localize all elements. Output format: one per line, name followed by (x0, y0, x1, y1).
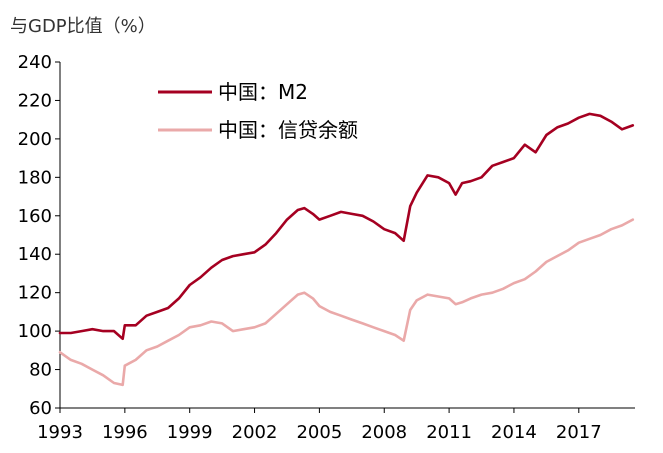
x-tick-label: 2005 (296, 422, 342, 443)
x-tick-label: 2017 (556, 422, 602, 443)
y-tick-label: 160 (18, 206, 52, 227)
x-tick-label: 1993 (37, 422, 83, 443)
y-tick-label: 100 (18, 321, 52, 342)
x-tick-label: 2014 (491, 422, 537, 443)
legend-label-2: 中国：信贷余额 (218, 118, 358, 142)
x-tick-label: 1999 (167, 422, 213, 443)
series-lines (58, 112, 635, 387)
y-tick-label: 60 (29, 398, 52, 419)
y-tick-label: 200 (18, 129, 52, 150)
x-tick-label: 2008 (361, 422, 407, 443)
x-tick-label: 1996 (102, 422, 148, 443)
series-line-1 (58, 112, 635, 341)
y-tick-label: 220 (18, 90, 52, 111)
y-tick-label: 120 (18, 283, 52, 304)
y-tick-label: 180 (18, 167, 52, 188)
legend: 中国：M2 中国：信贷余额 (158, 80, 358, 142)
axes: 60 80 100 120 140 160 180 200 220 240 1993 1996 1999… (18, 52, 635, 443)
y-axis-label: 与GDP比值（%） (10, 16, 156, 37)
y-tick-label: 140 (18, 244, 52, 265)
y-tick-label: 80 (29, 360, 52, 381)
y-tick-label: 240 (18, 52, 52, 73)
legend-label-1: 中国：M2 (218, 80, 308, 104)
x-tick-label: 2002 (232, 422, 278, 443)
x-tick-label: 2011 (426, 422, 472, 443)
series-line-2 (58, 218, 635, 387)
